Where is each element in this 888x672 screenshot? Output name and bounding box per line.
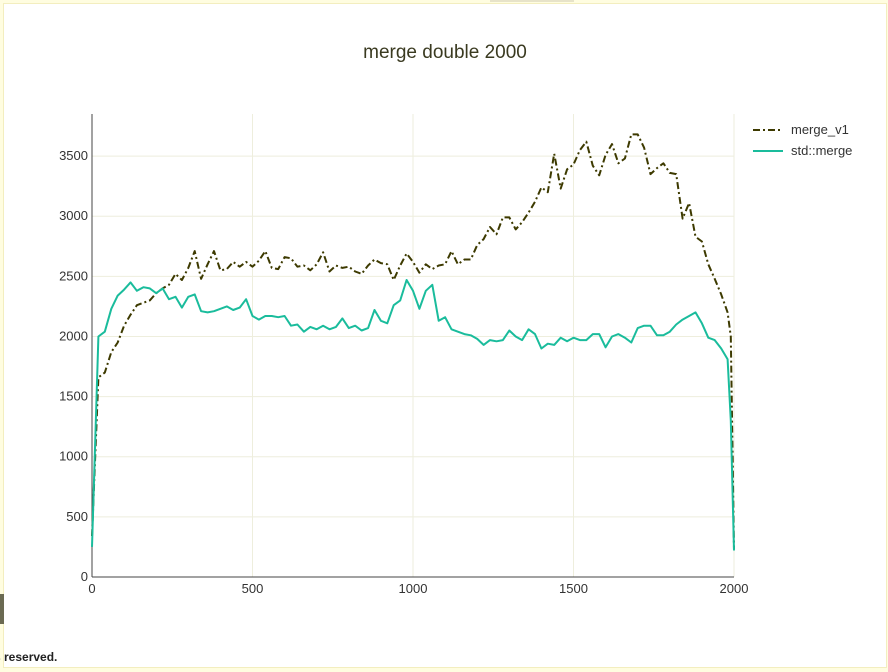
legend-item[interactable]: std::merge [753, 143, 852, 158]
y-tick-label: 1000 [59, 449, 88, 464]
y-tick-label: 2000 [59, 328, 88, 343]
footer-fragment: s reserved. [0, 650, 58, 664]
chart-frame: merge double 2000 0 500 1000 1500 2000 0 500 1… [3, 3, 887, 668]
y-tick-label: 500 [66, 509, 88, 524]
legend-label: merge_v1 [791, 122, 849, 137]
legend-item[interactable]: merge_v1 [753, 122, 849, 137]
chart-title: merge double 2000 [363, 42, 527, 63]
x-tick-label: 1500 [559, 581, 588, 596]
y-tick-label: 0 [81, 569, 88, 584]
x-axis-ticks: 0 500 1000 1500 2000 [88, 581, 748, 596]
left-edge-fragment [0, 594, 4, 624]
legend-label: std::merge [791, 143, 852, 158]
grid-lines [92, 114, 735, 577]
line-chart: merge double 2000 0 500 1000 1500 2000 0 500 1… [59, 42, 852, 596]
x-tick-label: 0 [88, 581, 95, 596]
y-tick-label: 3000 [59, 208, 88, 223]
series-line-2 [91, 279, 735, 551]
series-group [91, 133, 735, 551]
y-tick-label: 1500 [59, 389, 88, 404]
x-tick-label: 500 [242, 581, 264, 596]
y-tick-label: 2500 [59, 268, 88, 283]
top-edge-mark [490, 0, 574, 2]
axes [91, 114, 734, 578]
x-tick-label: 1000 [399, 581, 428, 596]
y-tick-label: 3500 [59, 148, 88, 163]
y-axis-ticks: 0 500 1000 1500 2000 2500 3000 3500 [59, 148, 88, 584]
x-tick-label: 2000 [720, 581, 749, 596]
